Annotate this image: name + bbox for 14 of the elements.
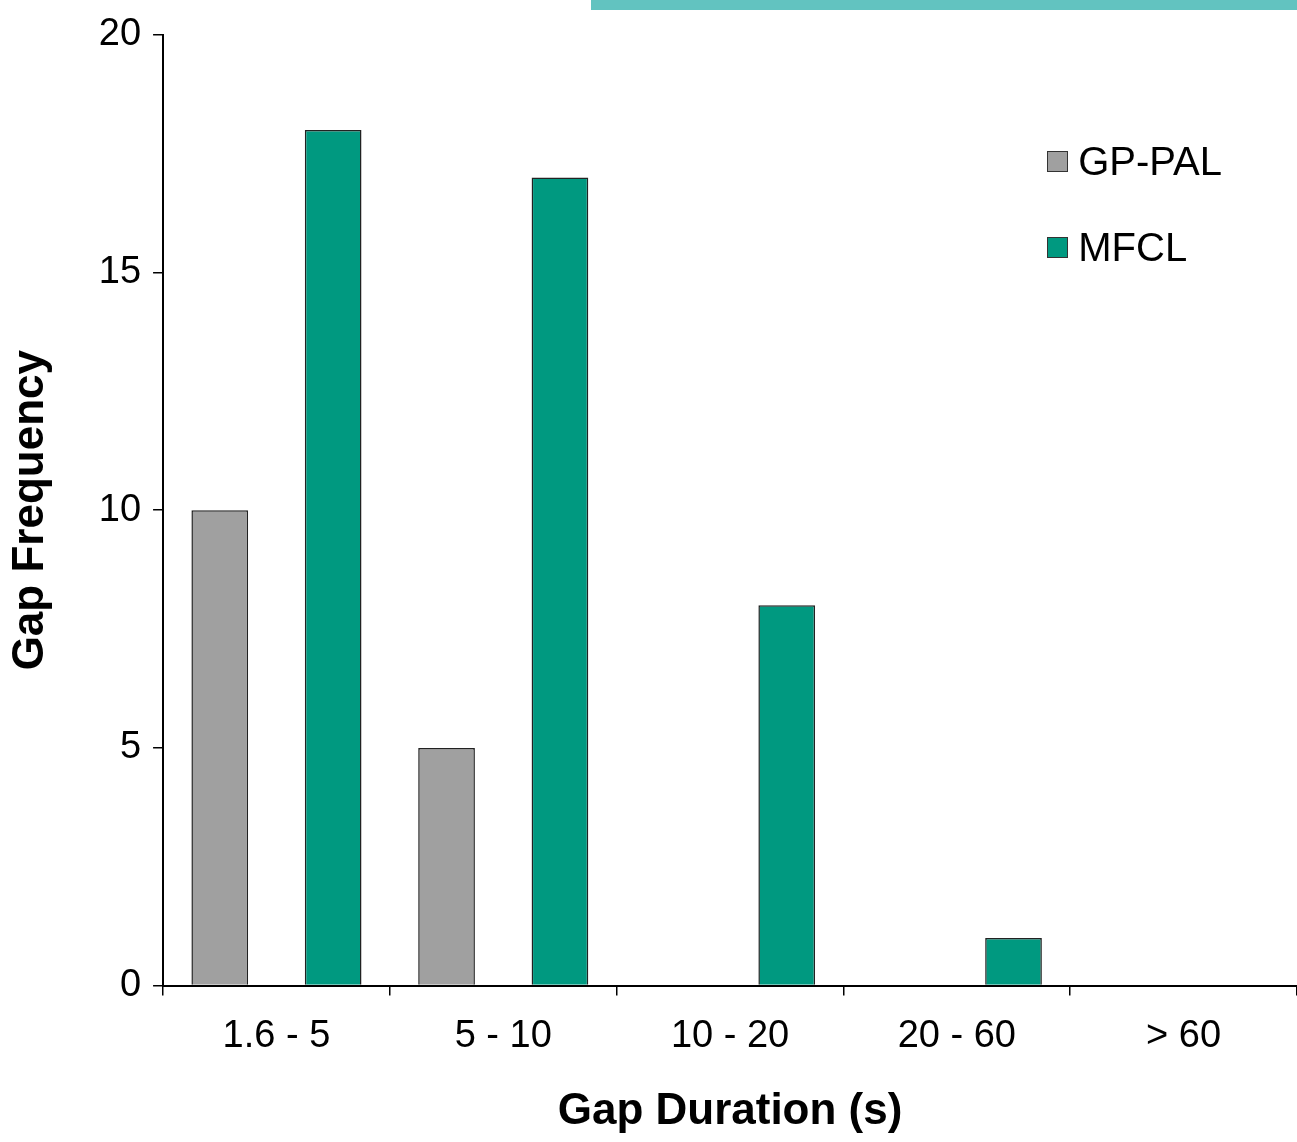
x-axis-title: Gap Duration (s) — [557, 1083, 903, 1133]
x-tick-label: > 60 — [1146, 1012, 1222, 1055]
x-tick-label: 5 - 10 — [454, 1012, 552, 1055]
x-tick-label: 1.6 - 5 — [222, 1012, 331, 1055]
y-tick-label: 20 — [98, 11, 142, 54]
y-tick-label: 0 — [119, 962, 142, 1005]
y-tick-label: 10 — [98, 486, 142, 529]
y-axis-title: Gap Frequency — [2, 349, 52, 671]
y-tick-label: 15 — [98, 248, 142, 291]
legend-label: GP-PAL — [1078, 138, 1222, 184]
legend-label: MFCL — [1078, 224, 1188, 270]
x-tick-label: 20 - 60 — [897, 1012, 1016, 1055]
y-tick-label: 5 — [119, 724, 142, 767]
x-tick-label: 10 - 20 — [670, 1012, 790, 1055]
